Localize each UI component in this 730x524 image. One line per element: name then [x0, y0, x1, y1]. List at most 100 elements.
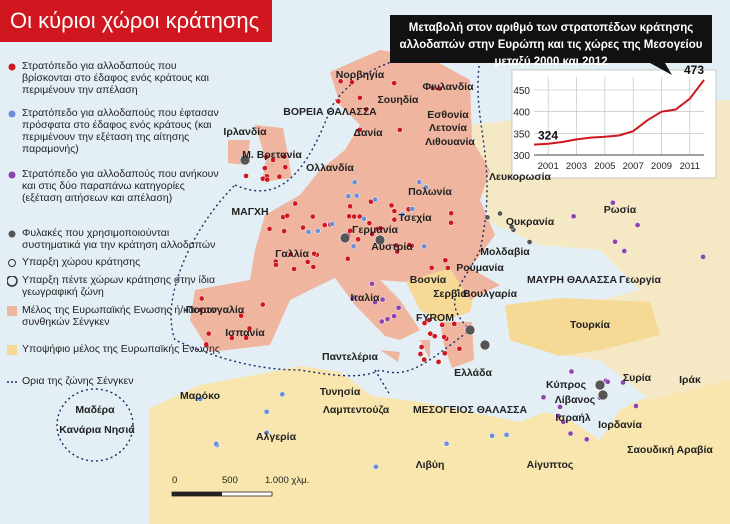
detention-site — [310, 264, 317, 270]
detention-site — [406, 241, 413, 248]
detention-site — [633, 403, 639, 409]
detention-site — [287, 251, 294, 257]
detention-site — [309, 213, 316, 220]
map-label: Λιβύη — [415, 459, 445, 471]
detention-site — [351, 213, 357, 220]
legend-icon — [8, 230, 16, 238]
detention-site — [349, 295, 356, 302]
map-label: Δανία — [353, 127, 383, 139]
y-tick-label: 350 — [513, 129, 530, 140]
legend-icon — [8, 63, 16, 71]
detention-site — [428, 264, 435, 271]
map-label: Ρωσία — [603, 204, 637, 216]
map-label: Αλγερία — [255, 431, 297, 443]
detention-site — [417, 351, 424, 357]
detention-site — [197, 306, 204, 313]
detention-site — [388, 202, 395, 209]
land-eu — [190, 50, 500, 352]
detention-site — [229, 335, 235, 341]
legend-item: Υποψήφιο μέλος της Ευρωπαϊκής Ενωσης — [7, 343, 222, 355]
detention-site — [489, 432, 495, 439]
detention-site — [568, 368, 575, 375]
detention-site — [391, 208, 398, 214]
islands-outline — [56, 388, 134, 462]
detention-cluster — [374, 234, 386, 246]
title-banner — [0, 0, 272, 42]
map-label: Μαρόκο — [179, 390, 221, 402]
map-label: Νορβηγία — [335, 69, 385, 81]
land-uk — [228, 125, 292, 182]
detention-site — [391, 313, 397, 319]
x-tick-label: 2007 — [623, 161, 644, 172]
map-label: Αυστρία — [371, 241, 413, 253]
map-label: Ιράκ — [679, 374, 701, 386]
detention-site — [377, 225, 384, 231]
map-label: Κανάρια Νησιά — [59, 424, 135, 436]
detention-site — [418, 344, 425, 350]
map-label: Γερμανία — [352, 224, 398, 236]
detention-site — [395, 304, 402, 311]
detention-site — [366, 220, 373, 226]
detention-site — [282, 164, 289, 170]
detention-site — [243, 334, 250, 341]
map-label: Σουηδία — [377, 94, 419, 106]
detention-site — [372, 299, 378, 306]
detention-site — [279, 391, 286, 398]
x-tick-label: 2005 — [594, 161, 615, 172]
y-tick-label: 400 — [513, 108, 530, 119]
detention-site — [427, 330, 434, 337]
detention-site — [350, 243, 357, 250]
map-label: Πορτογαλία — [185, 304, 245, 316]
map-label: Σερβία — [433, 288, 467, 300]
detention-site — [423, 184, 429, 191]
detention-site — [203, 341, 210, 348]
legend-item: Φυλακές που χρησιμοποιούνται συστηματικά… — [8, 227, 222, 251]
detention-site — [246, 325, 253, 332]
detention-site — [357, 94, 363, 101]
detention-site — [369, 231, 375, 237]
detention-site — [373, 463, 379, 470]
detention-site — [300, 224, 306, 231]
detention-site — [353, 192, 360, 199]
detention-site — [443, 440, 450, 447]
map-label: Μ. Βρετανία — [242, 149, 302, 161]
detention-site — [281, 228, 288, 234]
detention-site — [409, 205, 416, 212]
legend-icon — [8, 110, 16, 118]
detention-site — [344, 255, 351, 262]
map-label: Πολωνία — [408, 186, 452, 198]
map-label: Ιορδανία — [598, 419, 642, 431]
legend-item: Στρατόπεδο για αλλοδαπούς που ανήκουν κα… — [8, 168, 222, 204]
chart-title-box — [390, 15, 712, 63]
detention-site — [555, 413, 562, 419]
detention-site — [557, 404, 563, 410]
detention-site — [347, 227, 353, 234]
legend-icon — [7, 381, 19, 383]
detention-site — [503, 431, 510, 438]
detention-site — [393, 242, 400, 249]
chart-title: Μεταβολή στον αριθμό των στρατοπέδων κρά… — [399, 22, 703, 68]
legend-icon — [7, 276, 18, 287]
detention-site — [540, 394, 547, 401]
detention-site — [416, 179, 423, 185]
map-label: Κύπρος — [545, 379, 587, 391]
detention-site — [197, 396, 203, 402]
scale-label: 500 — [222, 475, 238, 486]
legend-item: Ορια της ζώνης Σένγκεν — [7, 375, 222, 387]
map-label: Ιρλανδία — [223, 126, 267, 138]
detention-cluster — [239, 154, 251, 166]
detention-site — [262, 165, 268, 171]
map-label: Τουρκία — [570, 319, 610, 331]
detention-site — [292, 200, 299, 207]
detention-site — [560, 418, 567, 425]
detention-site — [621, 248, 628, 254]
detention-site — [429, 85, 436, 92]
detention-site — [391, 216, 398, 223]
detention-cluster — [594, 379, 606, 391]
legend-item: Υπαρξη χώρου κράτησης — [8, 256, 222, 268]
detention-site — [421, 320, 428, 326]
map-label: Τυνησία — [319, 386, 361, 398]
detention-site — [396, 126, 403, 133]
map-label: ΒΟΡΕΙΑ ΘΑΛΑΣΣΑ — [283, 106, 377, 118]
land-greece — [380, 322, 474, 368]
